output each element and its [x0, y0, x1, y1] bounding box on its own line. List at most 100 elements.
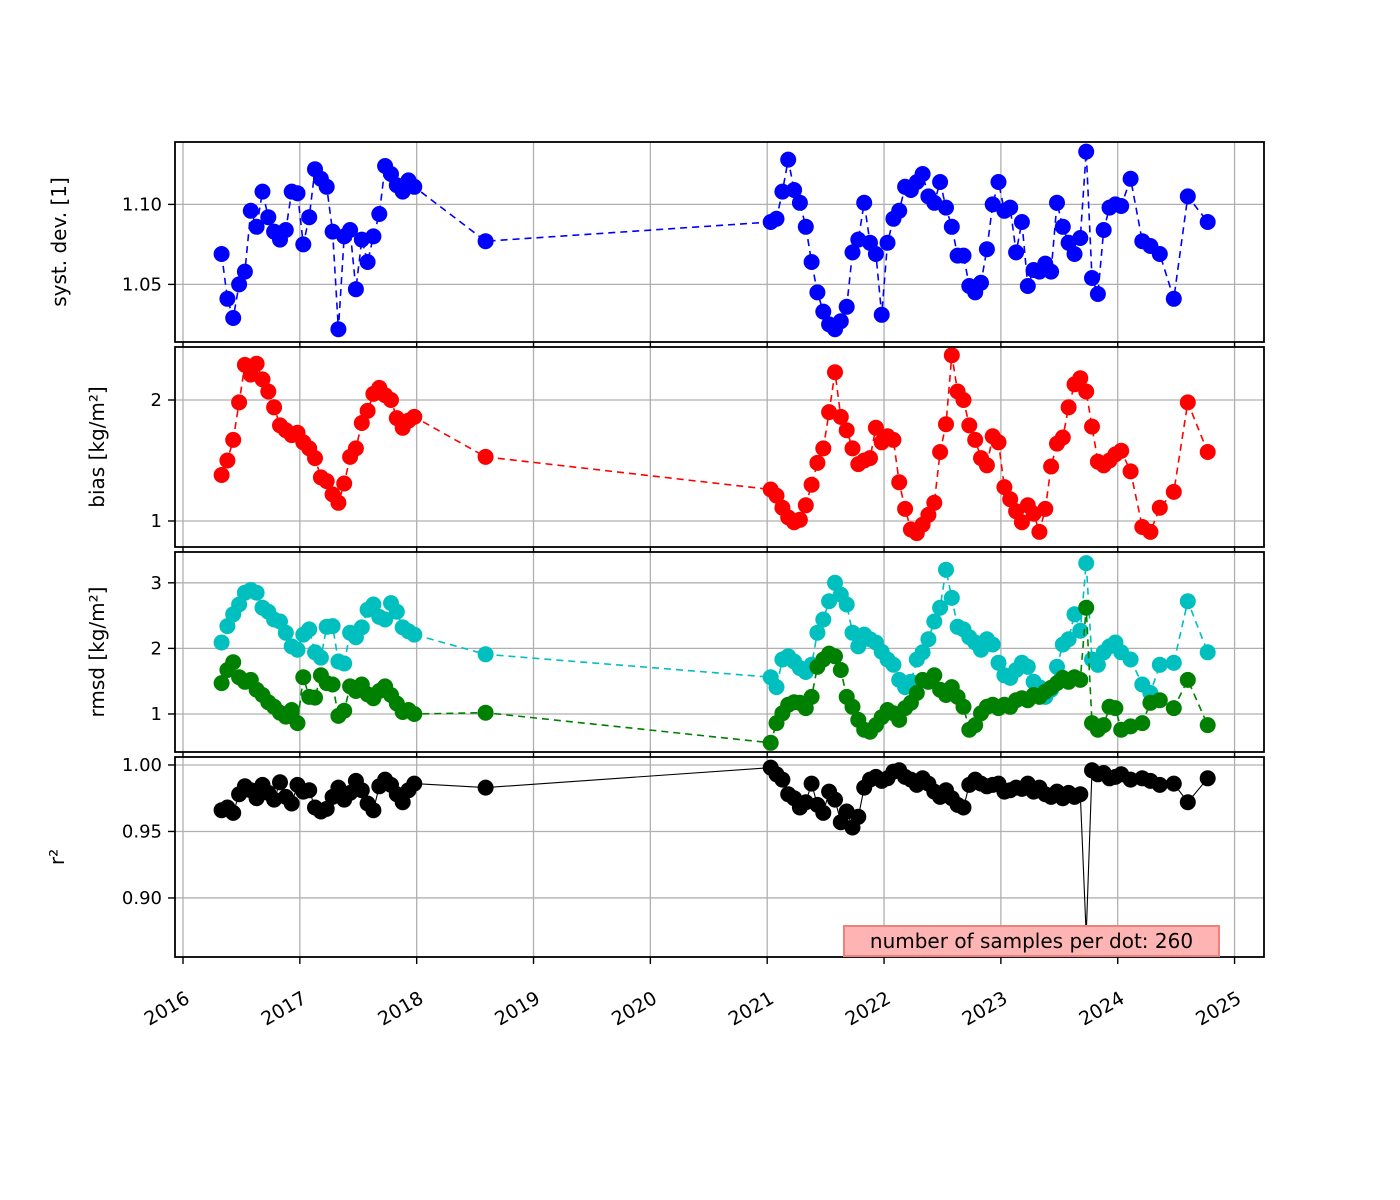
bias-point — [1199, 444, 1216, 460]
bias-point — [1037, 500, 1054, 517]
y-axis-label-r2: r² — [45, 849, 69, 865]
syst-dev-point — [932, 174, 949, 190]
rmsd-cyan-point — [388, 603, 405, 620]
rmsd-cyan-point — [1019, 658, 1036, 675]
rmsd-cyan-point — [1122, 651, 1139, 668]
bias-point — [1002, 491, 1019, 508]
x-tick-label: 2023 — [958, 987, 1011, 1030]
rmsd-cyan-point — [821, 593, 838, 610]
y-tick-label: 3 — [151, 573, 162, 594]
bias-point — [1013, 514, 1030, 531]
rmsd-green-point — [289, 715, 306, 732]
rmsd-cyan-point — [932, 599, 949, 616]
rmsd-cyan-point — [324, 618, 341, 635]
rmsd-cyan-point — [219, 618, 236, 635]
panel-frame — [174, 141, 1265, 343]
syst-dev-point — [365, 228, 382, 245]
syst-dev-point — [347, 281, 364, 298]
rmsd-cyan-point — [827, 574, 843, 591]
syst-dev-point — [844, 244, 861, 261]
y-tick-label: 1.05 — [122, 274, 162, 295]
syst-dev-point — [219, 290, 236, 307]
rmsd-cyan-point — [850, 638, 867, 655]
bias-point — [254, 371, 271, 388]
y-tick-label: 1.00 — [122, 755, 162, 776]
syst-dev-point — [803, 254, 820, 270]
bias-point — [932, 444, 949, 460]
bias-point — [862, 450, 878, 467]
rmsd-cyan-point — [1078, 555, 1095, 572]
syst-dev-point — [1043, 263, 1060, 280]
syst-dev-point — [1151, 246, 1168, 262]
rmsd-green-point — [908, 685, 925, 701]
bias-point — [827, 364, 843, 381]
rmsd-green-point — [803, 688, 820, 705]
bias-point — [955, 392, 972, 408]
series-bias — [213, 347, 1216, 542]
syst-dev-point — [809, 284, 826, 301]
bias-point — [231, 394, 248, 411]
y-tick-label: 0.90 — [122, 888, 162, 909]
syst-dev-point — [277, 222, 294, 238]
series-r2 — [213, 759, 1216, 944]
syst-dev-point — [1049, 194, 1065, 211]
bias-point — [260, 383, 277, 400]
syst-dev-point — [1066, 246, 1083, 262]
r2-point — [353, 782, 370, 799]
rmsd-green-point — [1151, 692, 1168, 709]
y-tick-label: 0.95 — [122, 821, 162, 842]
rmsd-green-point — [295, 669, 312, 686]
syst-dev-point — [774, 183, 791, 200]
syst-dev-point — [786, 182, 803, 198]
syst-dev-point — [254, 183, 271, 200]
bias-point — [1179, 394, 1196, 411]
syst-dev-point — [301, 209, 318, 226]
syst-dev-point — [1002, 199, 1019, 216]
syst-dev-point — [879, 234, 896, 251]
bias-point — [832, 408, 849, 425]
bias-point — [383, 392, 399, 408]
rmsd-green-point — [1095, 717, 1112, 734]
rmsd-green-point — [324, 676, 341, 693]
syst-dev-point — [342, 222, 359, 238]
bias-point — [926, 494, 943, 511]
rmsd-cyan-point — [885, 656, 902, 673]
bias-point — [867, 419, 884, 436]
y-tick-label: 1.10 — [122, 194, 162, 215]
rmsd-green-point — [967, 717, 984, 734]
syst-dev-point — [213, 246, 230, 262]
rmsd-cyan-point — [1060, 631, 1077, 648]
bias-point — [359, 402, 376, 419]
y-axis-label-bias: bias [kg/m²] — [85, 386, 109, 507]
annotation-text: number of samples per dot: 260 — [869, 929, 1194, 953]
r2-point — [1179, 794, 1196, 811]
rmsd-green-point — [225, 654, 242, 671]
rmsd-cyan-point — [1089, 656, 1106, 673]
syst-dev-point — [1122, 170, 1139, 187]
syst-dev-point — [973, 274, 989, 291]
r2-point — [955, 799, 972, 816]
r2-point — [850, 808, 867, 825]
r2-point — [365, 802, 382, 819]
y-tick-label: 1 — [151, 704, 162, 725]
bias-point — [791, 511, 808, 528]
rmsd-cyan-point — [231, 596, 248, 613]
rmsd-green-point — [336, 702, 353, 719]
rmsd-green-point — [832, 662, 849, 678]
rmsd-green-point — [1078, 599, 1095, 616]
bias-point — [213, 467, 230, 483]
bias-point — [961, 417, 978, 434]
r2-point — [803, 775, 820, 792]
bias-point — [1113, 442, 1130, 459]
y-tick-label: 2 — [151, 390, 162, 411]
syst-dev-point — [225, 310, 242, 326]
syst-dev-point — [1113, 198, 1130, 214]
bias-point — [477, 448, 494, 465]
series-syst-dev — [213, 143, 1216, 338]
rmsd-green-point — [1199, 717, 1216, 734]
bias-point — [938, 416, 954, 433]
r2-point — [477, 779, 494, 796]
syst-dev-point — [797, 218, 814, 235]
bias-point — [1043, 458, 1060, 475]
rmsd-green-point — [406, 706, 423, 722]
